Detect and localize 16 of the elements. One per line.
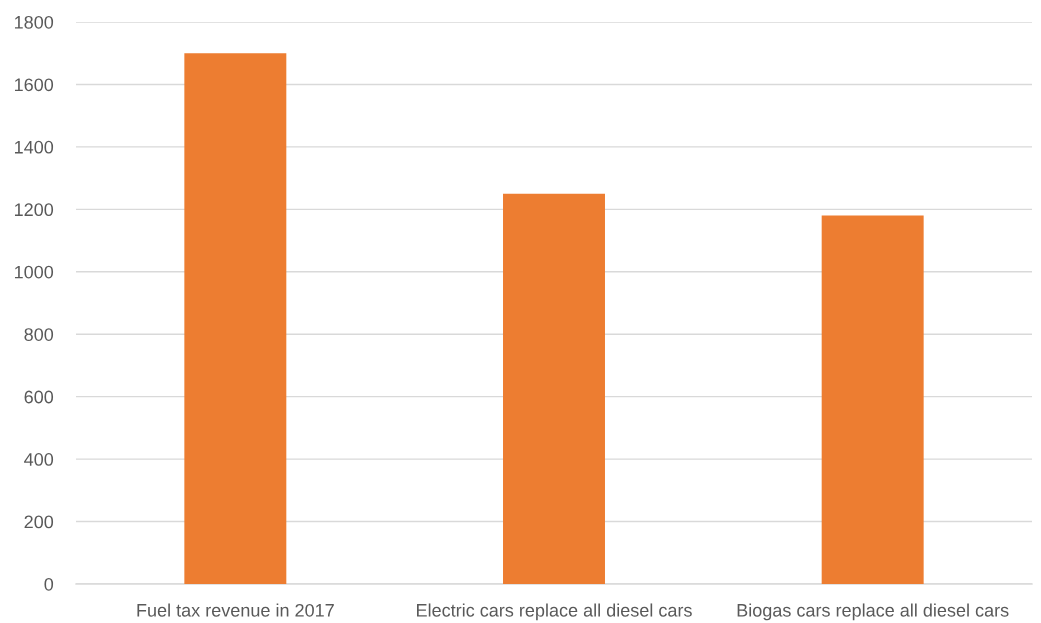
y-tick-label: 800: [24, 328, 54, 341]
x-tick-label: Electric cars replace all diesel cars: [417, 603, 692, 621]
y-tick-label: 1000: [14, 265, 54, 279]
bar: [503, 193, 605, 584]
y-tick-label: 400: [24, 453, 54, 466]
y-tick-label: 600: [24, 390, 54, 404]
x-tick-label: Fuel tax revenue in 2017: [137, 603, 334, 617]
y-tick-label: 1200: [14, 203, 54, 217]
y-tick-label: 200: [24, 515, 54, 529]
y-tick-label: 1600: [14, 78, 54, 92]
x-tick-label: Biogas cars replace all diesel cars: [737, 603, 1009, 621]
y-tick-label: 1800: [14, 15, 54, 29]
y-tick-label: 0: [44, 577, 54, 591]
bar: [184, 53, 287, 584]
y-tick-label: 1400: [14, 140, 54, 154]
bar: [821, 215, 924, 584]
